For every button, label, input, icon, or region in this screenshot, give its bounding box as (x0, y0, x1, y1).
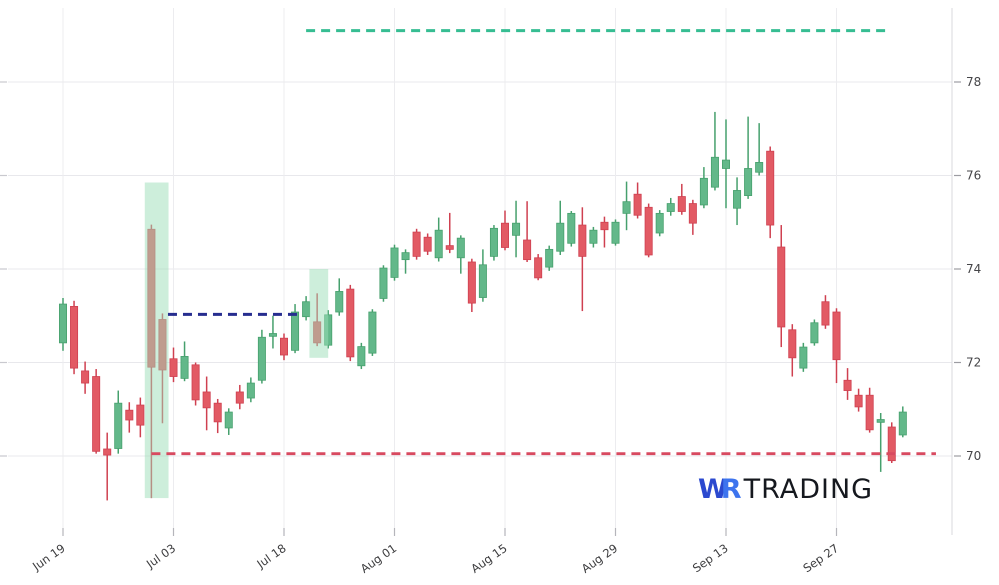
candle-body (412, 231, 421, 257)
candle-body (434, 229, 443, 259)
y-axis-label: 72 (966, 356, 981, 370)
candle-body (213, 402, 222, 423)
highlight-zone (309, 269, 329, 358)
candle-body (191, 364, 200, 401)
candle-body (103, 448, 112, 456)
y-axis-label: 78 (966, 75, 981, 89)
candle-body (733, 190, 742, 209)
candle-body (898, 411, 907, 436)
candle-body (445, 245, 454, 250)
candle-body (202, 391, 211, 409)
candle-body (335, 291, 344, 313)
candle-body (268, 333, 277, 337)
candle-body (92, 376, 101, 452)
candle-body (379, 267, 388, 299)
candle-body (810, 322, 819, 344)
candle-body (556, 222, 565, 252)
candle-body (512, 222, 521, 236)
candle-body (699, 177, 708, 206)
candle-body (534, 257, 543, 279)
candle-body (876, 419, 885, 423)
candle-body (688, 203, 697, 224)
candle-body (622, 201, 631, 214)
candle-body (346, 288, 355, 358)
candle-body (545, 248, 554, 268)
candle-body (467, 261, 476, 304)
candle-body (865, 394, 874, 431)
candle-body (611, 221, 620, 244)
candle-body (677, 196, 686, 212)
candle-body (456, 237, 465, 259)
candle-body (136, 404, 145, 426)
candle-body (722, 159, 731, 169)
candle-body (799, 346, 808, 369)
candle-body (357, 346, 366, 367)
candle-body (257, 336, 266, 381)
candle-body (600, 221, 609, 231)
candle-body (843, 379, 852, 391)
candle-body (523, 239, 532, 261)
candle-body (766, 150, 775, 226)
x-axis-label: Jun 19 (29, 541, 68, 574)
x-axis-label: Jul 03 (143, 541, 178, 571)
candle-body (235, 391, 244, 404)
y-axis-label: 74 (966, 262, 981, 276)
x-axis-label: Aug 15 (468, 541, 509, 576)
candle-body (81, 370, 90, 384)
candle-body (291, 311, 300, 351)
candle-body (423, 236, 432, 252)
candle-body (655, 212, 664, 234)
x-axis-label: Sep 27 (800, 541, 841, 575)
logo-letter-r: R (720, 474, 742, 505)
candle-body (854, 394, 863, 408)
candle-body (70, 305, 79, 369)
candle-body (390, 247, 399, 278)
candle-body (589, 229, 598, 244)
candle-body (180, 356, 189, 379)
candle-body (224, 411, 233, 429)
x-axis-label: Sep 13 (690, 541, 731, 575)
candle-body (832, 311, 841, 361)
candle-body (401, 252, 410, 261)
candle-body (59, 303, 68, 344)
logo-letter-w: W (698, 474, 728, 505)
candle-body (114, 402, 123, 449)
candle-body (744, 168, 753, 197)
candle-body (633, 193, 642, 216)
candle-body (368, 311, 377, 354)
candle-body (644, 206, 653, 256)
x-axis-label: Aug 29 (579, 541, 620, 576)
candle-body (246, 382, 255, 399)
candle-body (567, 212, 576, 244)
y-axis-label: 70 (966, 449, 981, 463)
candle-body (302, 301, 311, 318)
candle-body (788, 329, 797, 359)
logo-text-trading: TRADING (743, 474, 874, 505)
candle-body (887, 426, 896, 462)
candle-body (489, 227, 498, 257)
wr-trading-logo: WRTRADING (698, 472, 873, 508)
y-axis-label: 76 (966, 169, 981, 183)
candle-body (500, 222, 509, 248)
candle-body (710, 156, 719, 188)
x-axis-label: Jul 18 (254, 541, 289, 571)
candle-body (279, 337, 288, 356)
candle-body (478, 264, 487, 298)
candle-body (578, 224, 587, 257)
candle-body (125, 409, 134, 421)
candle-body (169, 358, 178, 377)
candle-body (777, 246, 786, 328)
x-axis-label: Aug 01 (358, 541, 399, 576)
highlight-zone (144, 182, 169, 499)
candle-body (666, 203, 675, 212)
candle-body (821, 301, 830, 326)
candle-body (755, 162, 764, 173)
